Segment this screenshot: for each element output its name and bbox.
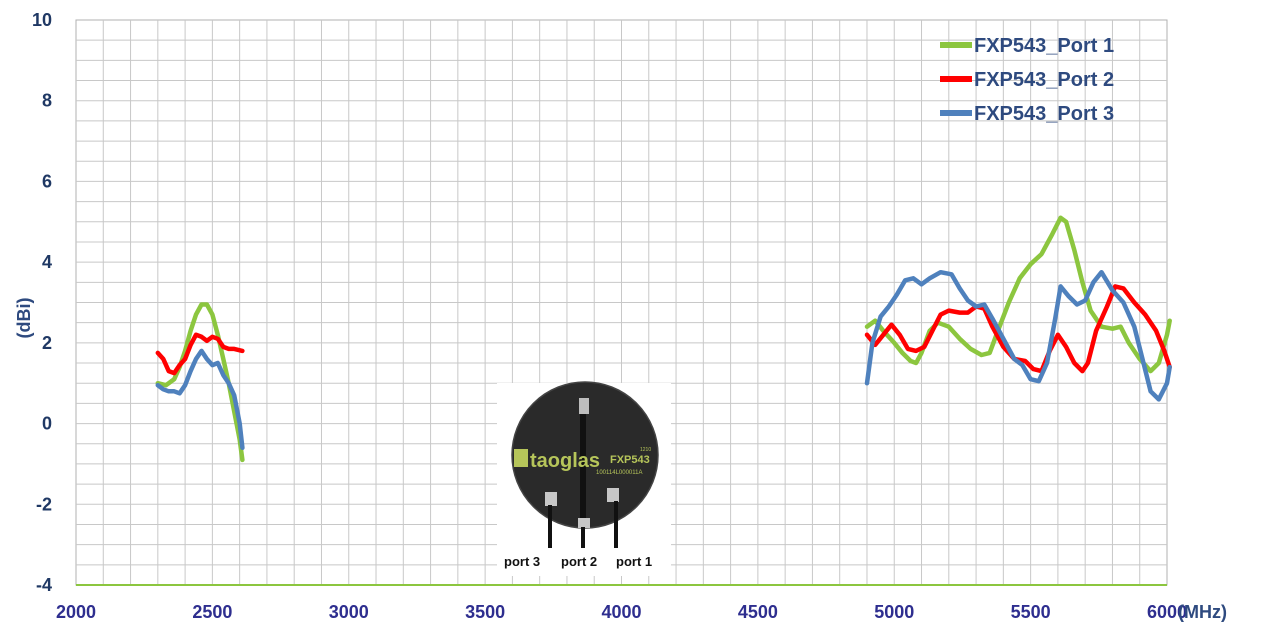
feed-line-2: [580, 410, 586, 523]
x-tick-label: 4500: [738, 602, 778, 622]
x-tick-label: 2500: [192, 602, 232, 622]
y-tick-labels: -4 -2 0 2 4 6 8 10: [32, 10, 52, 595]
model-text: FXP543: [610, 454, 650, 466]
legend-label: FXP543_Port 2: [974, 69, 1114, 91]
legend-label: FXP543_Port 1: [974, 35, 1114, 57]
y-tick-label: -2: [36, 494, 52, 514]
port-3-label: port 3: [504, 554, 540, 569]
y-tick-label: 8: [42, 91, 52, 111]
port-1-label: port 1: [616, 554, 652, 569]
x-tick-label: 3000: [329, 602, 369, 622]
x-tick-label: 3500: [465, 602, 505, 622]
series-line-port-2: [864, 284, 1172, 374]
series-line-port-1: [864, 215, 1172, 374]
y-tick-label: 10: [32, 10, 52, 30]
code-text: 1210: [640, 447, 651, 453]
legend-label: FXP543_Port 3: [974, 103, 1114, 125]
x-axis-label: (MHz): [1178, 602, 1227, 622]
serial-text: 100114L000011A: [596, 470, 643, 476]
x-tick-label: 5000: [874, 602, 914, 622]
legend: FXP543_Port 1 FXP543_Port 2 FXP543_Port 3: [940, 35, 1114, 125]
y-axis-label: (dBi): [14, 298, 34, 339]
antenna-photo: taoglas FXP543 100114L000011A 1210 port …: [497, 381, 671, 576]
brand-text: taoglas: [530, 450, 600, 472]
x-tick-label: 6000: [1147, 602, 1187, 622]
connector-top: [579, 398, 589, 414]
x-tick-label: 4000: [601, 602, 641, 622]
x-tick-label: 2000: [56, 602, 96, 622]
x-tick-label: 5500: [1011, 602, 1051, 622]
y-tick-label: 6: [42, 171, 52, 191]
y-tick-label: 4: [42, 252, 52, 272]
series-line-port-3: [864, 269, 1172, 402]
x-tick-labels: 2000 2500 3000 3500 4000 4500 5000 5500 6000: [56, 602, 1187, 622]
cable-port-2: [581, 527, 585, 548]
connector-port-3: [545, 492, 557, 506]
cable-port-3: [548, 505, 552, 548]
y-tick-label: 2: [42, 333, 52, 353]
y-tick-label: 0: [42, 414, 52, 434]
taoglas-logo-mark: [514, 449, 528, 467]
cable-port-1: [614, 501, 618, 548]
port-2-label: port 2: [561, 554, 597, 569]
connector-port-2: [578, 518, 590, 528]
connector-port-1: [607, 488, 619, 502]
series-line-port-3: [155, 348, 245, 451]
y-tick-label: -4: [36, 575, 52, 595]
series-lines: [155, 215, 1172, 463]
series-line-port-2: [155, 332, 245, 376]
series-line-port-1: [155, 302, 245, 463]
